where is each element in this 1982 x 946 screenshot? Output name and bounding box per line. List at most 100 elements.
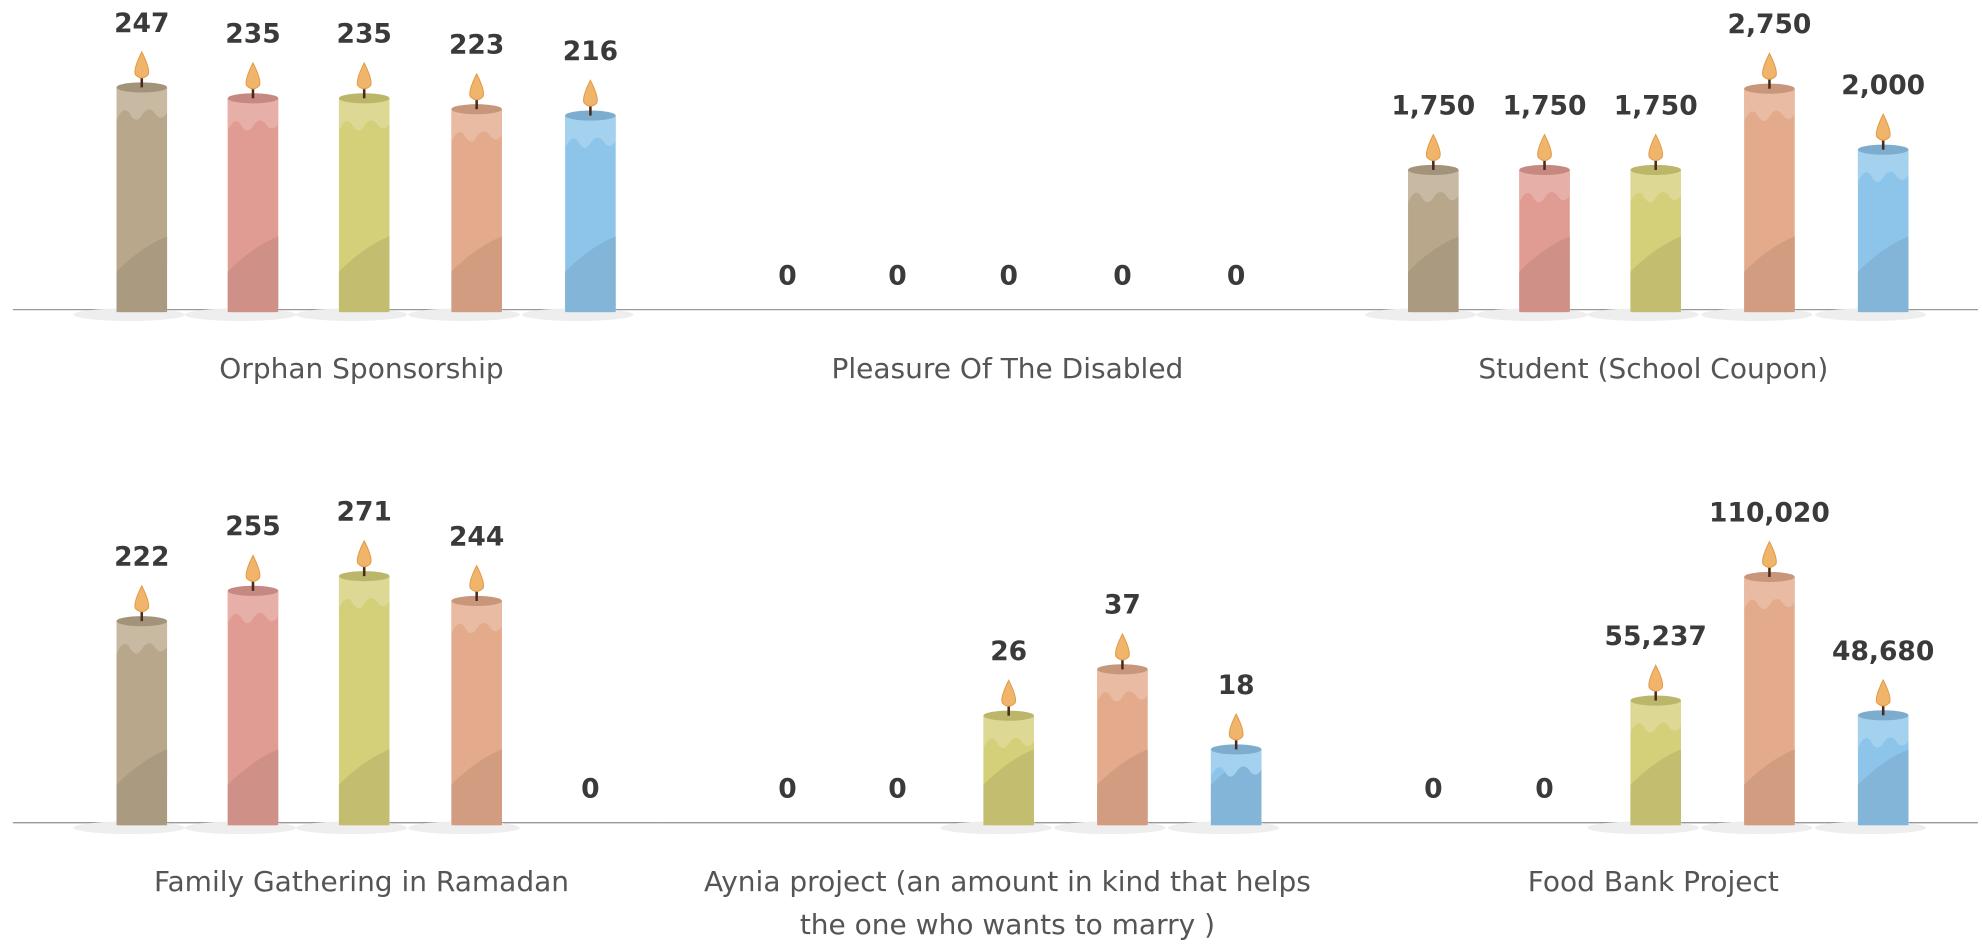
value-label: 55,237 <box>1605 621 1707 652</box>
candle <box>1587 133 1699 321</box>
candle <box>1701 52 1813 321</box>
value-label: 0 <box>1113 260 1131 291</box>
candle-drip <box>1744 576 1795 610</box>
candle-drip <box>1519 169 1570 203</box>
candle-shade <box>116 236 168 313</box>
candle-shade <box>1630 749 1681 826</box>
candle-drip <box>1630 169 1681 203</box>
candle-drip <box>451 109 502 143</box>
candle-drip <box>1857 149 1909 183</box>
chart-title: Orphan Sponsorship <box>219 352 504 386</box>
candle-top <box>227 585 279 596</box>
candle <box>1476 133 1588 321</box>
value-label: 255 <box>225 511 280 542</box>
candle-shade <box>338 236 390 313</box>
candle-drip <box>983 715 1034 749</box>
value-label: 1,750 <box>1614 90 1698 121</box>
candle-shade <box>1519 236 1570 313</box>
value-label: 0 <box>888 260 906 291</box>
candle-shade <box>1630 236 1681 313</box>
value-label: 18 <box>1218 670 1255 701</box>
flame <box>469 564 485 592</box>
flame <box>356 61 372 90</box>
candle <box>408 564 520 835</box>
candle-drip <box>116 87 168 121</box>
candle-drip <box>1857 715 1909 749</box>
value-label: 2,750 <box>1728 9 1812 40</box>
value-label: 244 <box>449 521 504 552</box>
value-label: 2,000 <box>1841 70 1925 101</box>
candle-shade <box>1744 236 1795 313</box>
candle-shade <box>116 749 168 826</box>
candle <box>1814 113 1927 321</box>
candle <box>73 584 185 835</box>
candle <box>184 554 296 835</box>
candle <box>940 679 1052 835</box>
flame <box>583 79 598 107</box>
candle-drip <box>451 600 502 634</box>
value-label: 247 <box>114 8 169 39</box>
candle <box>408 72 520 321</box>
value-label: 223 <box>449 30 504 61</box>
flame <box>1762 540 1777 568</box>
value-label: 222 <box>114 542 169 573</box>
candle <box>1054 632 1166 835</box>
candle <box>295 539 408 835</box>
candle-shade <box>983 749 1034 826</box>
value-label: 48,680 <box>1832 636 1934 667</box>
candle-drip <box>227 590 279 624</box>
value-label: 0 <box>999 260 1017 291</box>
panel: 0 0 26 37 18 <box>657 590 1315 835</box>
flame <box>134 584 150 613</box>
flame <box>245 61 261 90</box>
panel: 1,750 1,750 1,750 2,750 2,000 <box>1314 9 1978 321</box>
candle-shade <box>1408 236 1459 313</box>
panel: 0 0 0 0 0 <box>657 260 1315 311</box>
candle-shade <box>1857 749 1909 826</box>
chart-title: Student (School Coupon) <box>1478 352 1829 386</box>
flame <box>1762 52 1777 80</box>
flame <box>1648 664 1664 692</box>
flame <box>1425 133 1441 161</box>
value-label: 235 <box>337 19 392 50</box>
candle-shade <box>565 236 616 313</box>
candle-drip <box>338 98 390 132</box>
value-label: 0 <box>778 773 796 804</box>
panel: 222 255 271 244 0 <box>12 497 658 835</box>
candle <box>1814 678 1927 835</box>
flame <box>134 50 150 79</box>
value-label: 0 <box>1424 773 1442 804</box>
candle-shade <box>227 749 279 826</box>
candle <box>184 61 296 321</box>
flame <box>1875 113 1891 141</box>
value-label: 37 <box>1104 590 1141 621</box>
value-label: 1,750 <box>1391 90 1475 121</box>
value-label: 0 <box>778 260 796 291</box>
candle-drip <box>565 115 616 149</box>
value-label: 110,020 <box>1709 497 1830 528</box>
value-label: 1,750 <box>1503 90 1587 121</box>
candle <box>1587 664 1699 835</box>
candle <box>522 79 634 321</box>
candle-shade <box>338 749 390 826</box>
flame <box>1115 632 1130 661</box>
value-label: 0 <box>1535 773 1553 804</box>
candle-drip <box>338 576 390 609</box>
panel: 0 0 55,237 110,020 48,680 <box>1314 497 1978 835</box>
chart-title: Aynia project (an amount in kind that he… <box>703 865 1311 942</box>
candle-shade <box>451 749 502 826</box>
flame <box>1875 678 1891 707</box>
value-label: 0 <box>888 773 906 804</box>
value-label: 0 <box>1227 260 1245 291</box>
chart-title: Family Gathering in Ramadan <box>153 865 570 899</box>
candle <box>1365 133 1477 321</box>
candle-shade <box>1857 236 1909 313</box>
candle-drip <box>1097 669 1148 703</box>
candle <box>1167 712 1280 835</box>
candle-shade <box>1744 749 1795 826</box>
value-label: 26 <box>990 636 1027 667</box>
candle-drip <box>116 621 168 655</box>
candle <box>295 61 408 321</box>
